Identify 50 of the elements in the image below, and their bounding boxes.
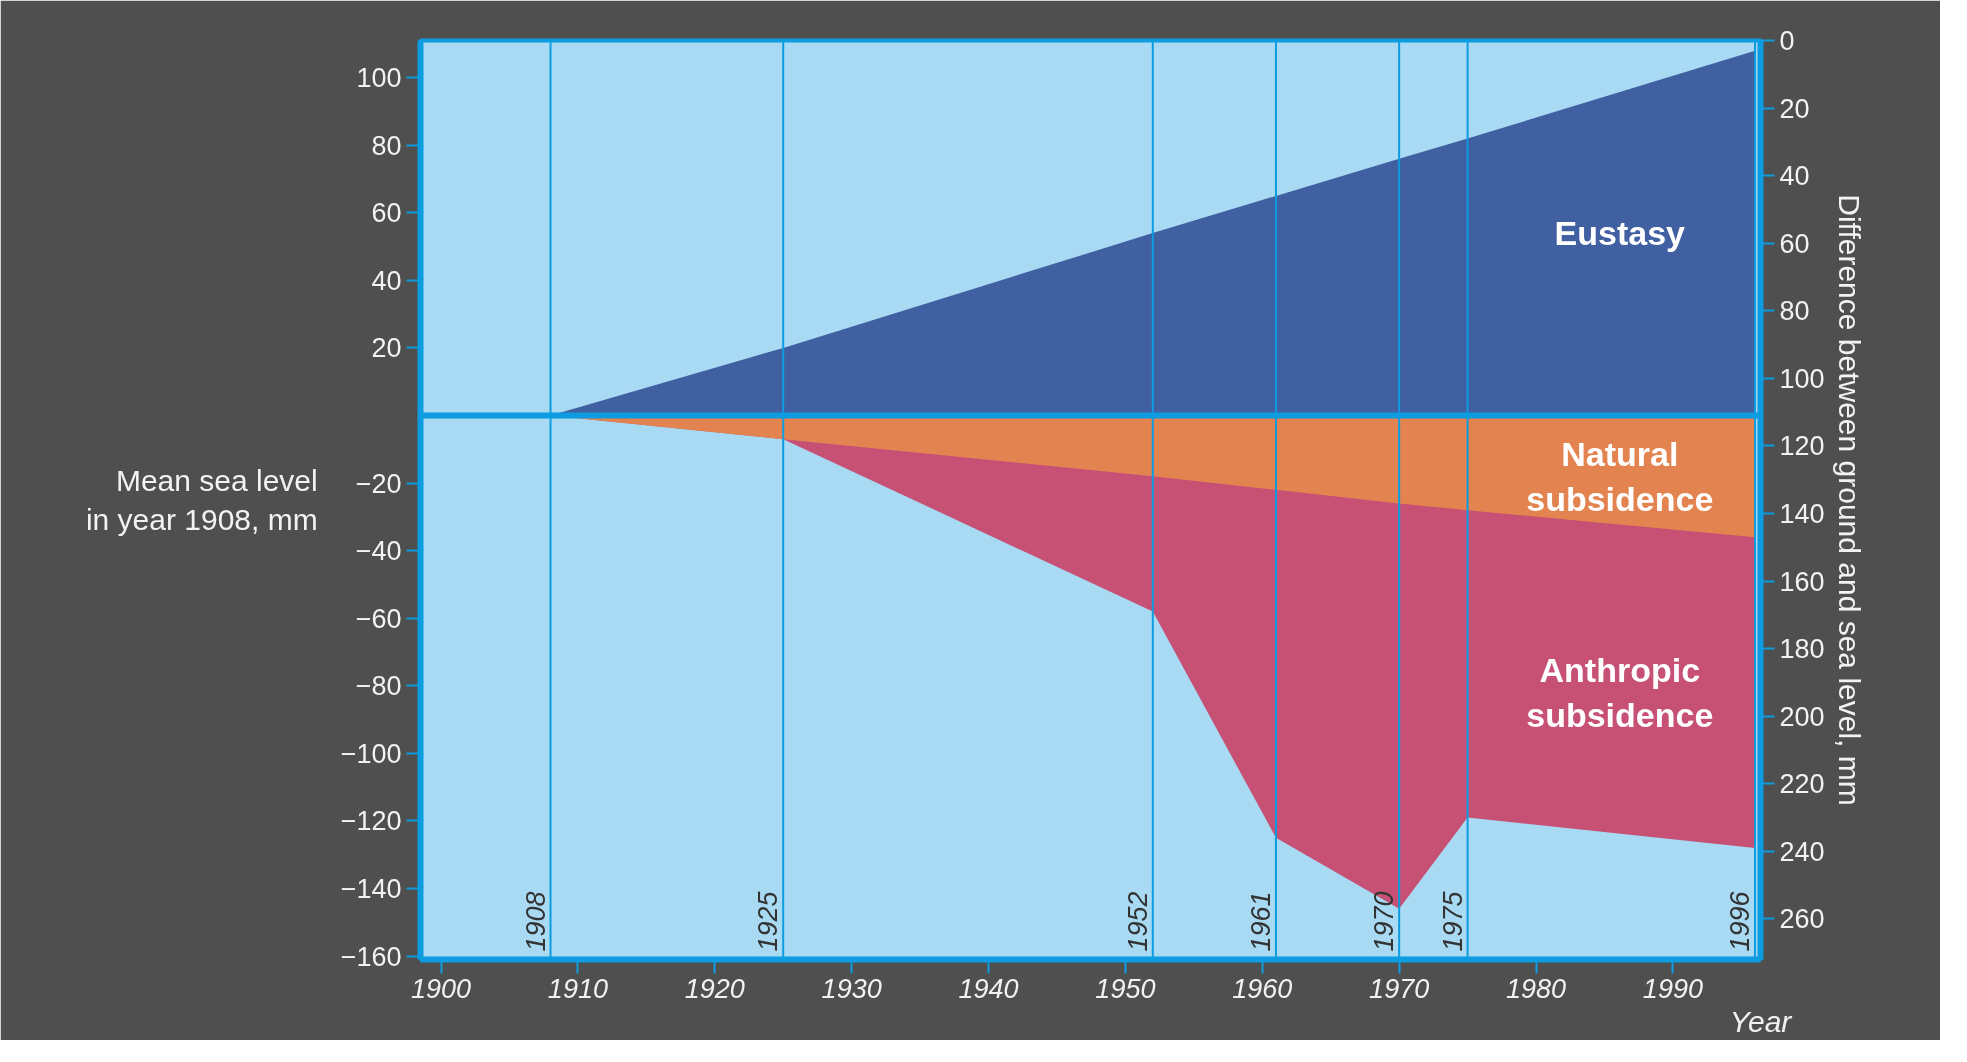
y-tick-label: −80: [355, 671, 402, 702]
y-tick-label: −120: [340, 806, 402, 837]
y-tick-label: −100: [340, 738, 402, 769]
x-tick-label: 1930: [821, 973, 882, 1004]
y-tick-label: −140: [340, 874, 402, 905]
y2-tick-label: 200: [1779, 701, 1825, 732]
y2-axis-title: Difference between ground and sea level, mm: [1832, 194, 1866, 806]
y-tick-label: −160: [340, 941, 402, 972]
y2-tick-label: 40: [1779, 161, 1810, 192]
ref-line-label: 1952: [1122, 891, 1153, 952]
y-tick-label: 40: [371, 265, 402, 296]
ref-line-label: 1970: [1369, 891, 1400, 952]
ref-line-label: 1996: [1725, 890, 1756, 952]
y2-tick-label: 180: [1779, 634, 1825, 665]
x-tick-label: 1920: [684, 973, 745, 1004]
y2-tick-label: 220: [1779, 769, 1825, 800]
series-label: Anthropic subsidence: [1526, 650, 1714, 735]
ref-line-label: 1961: [1245, 891, 1276, 952]
y2-tick-label: 260: [1779, 904, 1825, 935]
y-tick-label: −20: [355, 468, 402, 499]
y-tick-label: −60: [355, 603, 402, 634]
x-tick-label: 1900: [411, 973, 472, 1004]
y2-tick-label: 240: [1779, 836, 1825, 867]
x-tick-label: 1970: [1369, 973, 1430, 1004]
series-label: Eustasy: [1554, 214, 1686, 253]
y2-tick-label: 140: [1779, 499, 1825, 530]
y2-tick-label: 20: [1779, 93, 1810, 124]
x-tick-label: 1940: [958, 973, 1019, 1004]
y2-tick-label: 60: [1779, 228, 1810, 259]
y2-tick-label: 100: [1779, 363, 1825, 394]
ref-line-label: 1908: [520, 891, 551, 952]
ref-line-label: 1975: [1437, 890, 1468, 952]
y2-tick-label: 80: [1779, 296, 1810, 327]
x-tick-label: 1980: [1505, 973, 1567, 1004]
x-tick-label: 1990: [1642, 973, 1703, 1004]
y-tick-label: 80: [371, 130, 402, 161]
series-label: Natural subsidence: [1526, 434, 1714, 519]
y-tick-label: 60: [371, 198, 402, 229]
ref-line-label: 1925: [753, 890, 784, 952]
y2-tick-label: 160: [1779, 566, 1825, 597]
y-tick-label: −40: [355, 536, 402, 567]
x-tick-label: 1950: [1095, 973, 1156, 1004]
y2-tick-label: 0: [1779, 26, 1795, 56]
x-axis-title: Year: [1729, 1004, 1793, 1038]
y-axis-title: Mean sea level in year 1908, mm: [85, 463, 318, 537]
y-tick-label: 100: [356, 63, 402, 94]
x-tick-label: 1910: [547, 973, 608, 1004]
x-tick-label: 1960: [1232, 973, 1293, 1004]
y-tick-label: 20: [371, 333, 402, 364]
y2-tick-label: 120: [1779, 431, 1825, 462]
